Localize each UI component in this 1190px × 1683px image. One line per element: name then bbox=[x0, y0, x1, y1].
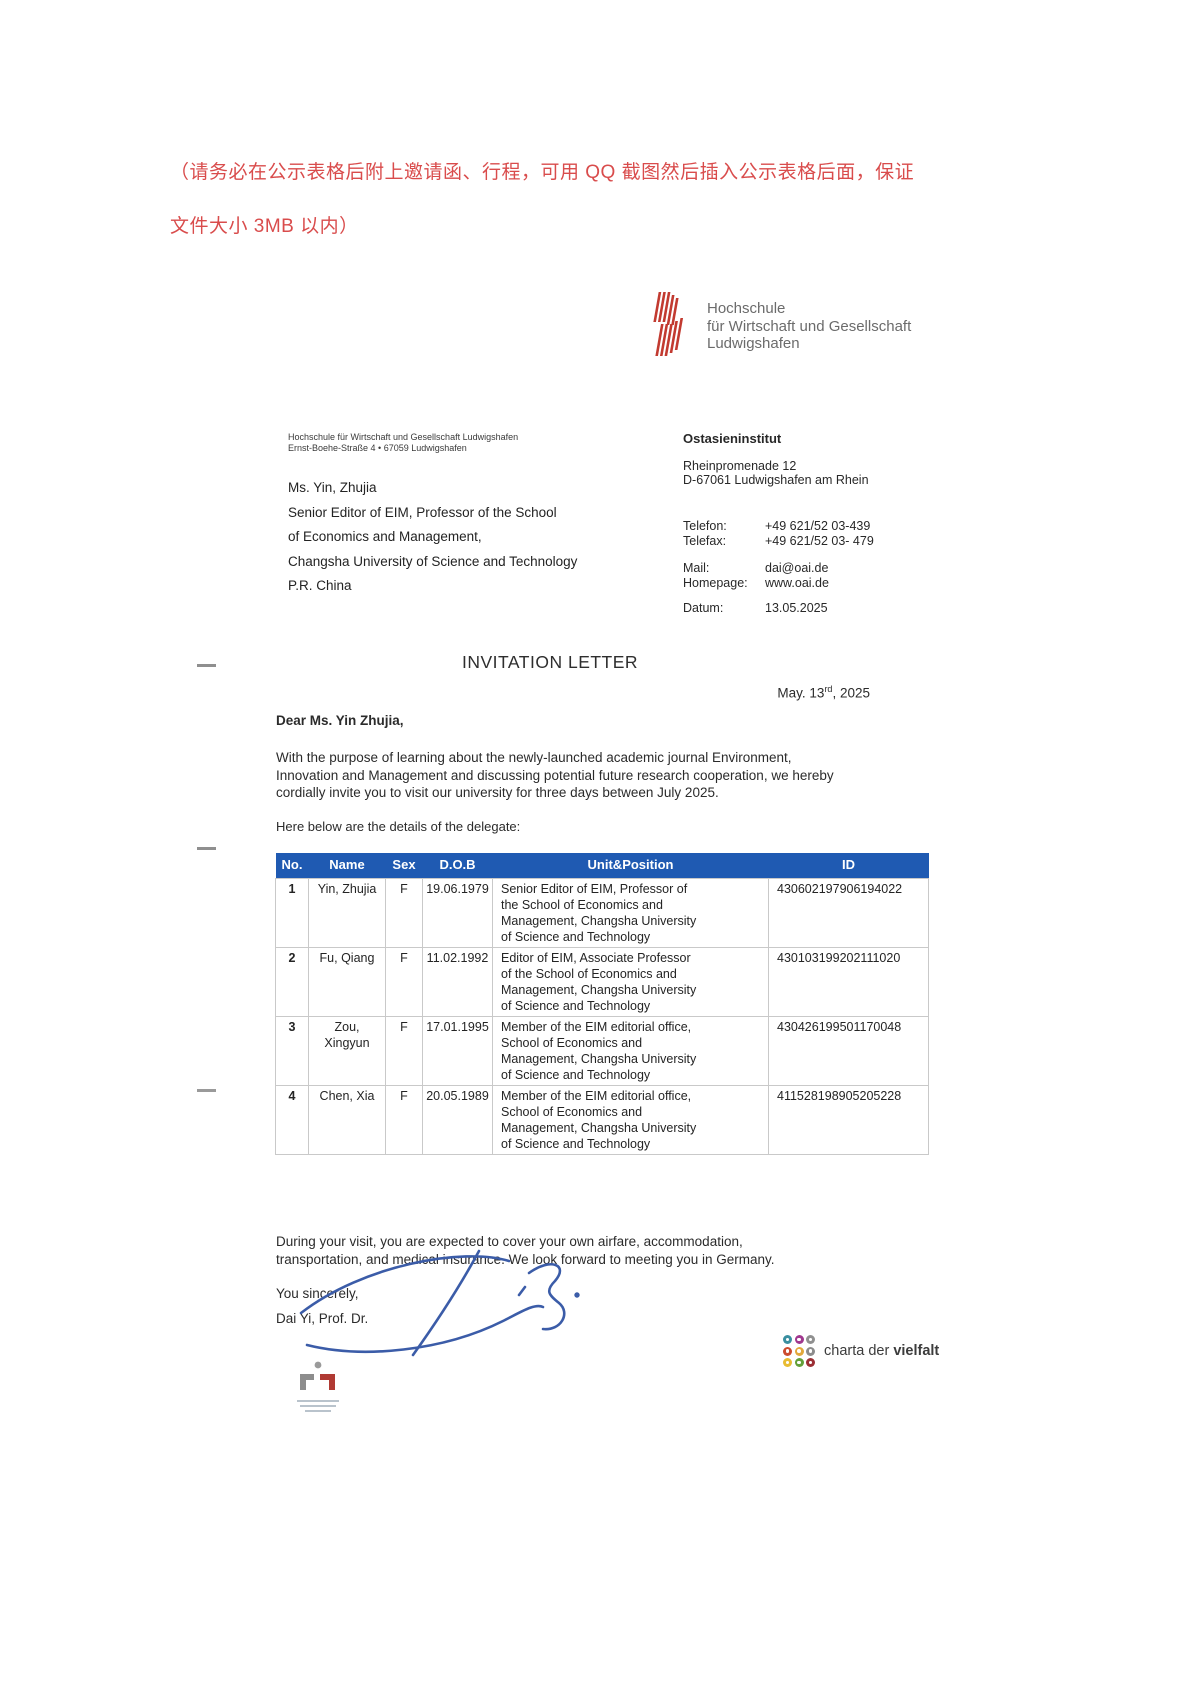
letter-date: May. 13rd, 2025 bbox=[560, 684, 870, 701]
letter-date-main: May. 13 bbox=[777, 685, 825, 701]
recipient-country: P.R. China bbox=[288, 578, 352, 593]
header-dob: D.O.B bbox=[439, 857, 476, 873]
date-group: Datum: 13.05.2025 bbox=[683, 601, 874, 616]
date-label: Datum: bbox=[683, 601, 724, 615]
logo-line-1: Hochschule bbox=[707, 300, 786, 317]
sender-address-line: Hochschule für Wirtschaft und Gesellscha… bbox=[288, 432, 518, 454]
cell-sex: F bbox=[385, 1084, 423, 1155]
mail-row: Mail: dai@oai.de bbox=[683, 561, 874, 576]
cell-name: Fu, Qiang bbox=[308, 946, 386, 1017]
institute-address: Rheinpromenade 12 D-67061 Ludwigshafen a… bbox=[683, 459, 874, 487]
homepage-label: Homepage: bbox=[683, 575, 748, 590]
charta-der-vielfalt-logo: charta der vielfalt bbox=[783, 1335, 939, 1367]
chinese-note-line1: （请务必在公示表格后附上邀请函、行程，可用 QQ 截图然后插入公示表格后面，保证 bbox=[170, 162, 915, 183]
mail-value: dai@oai.de bbox=[765, 561, 829, 575]
hochschule-logo: Hochschule für Wirtschaft und Gesellscha… bbox=[645, 290, 911, 358]
mail-label: Mail: bbox=[683, 561, 710, 575]
cell-unit: Senior Editor of EIM, Professor of the S… bbox=[492, 877, 769, 948]
cell-sex: F bbox=[385, 877, 423, 948]
header-name: Name bbox=[329, 857, 365, 873]
cell-sex: F bbox=[385, 1015, 423, 1086]
table-row: 4 Chen, Xia F 20.05.1989 Member of the E… bbox=[275, 1084, 929, 1155]
cell-unit: Member of the EIM editorial office, Scho… bbox=[492, 1084, 769, 1155]
chinese-note: （请务必在公示表格后附上邀请函、行程，可用 QQ 截图然后插入公示表格后面，保证… bbox=[170, 146, 1000, 254]
table-row: 1 Yin, Zhujia F 19.06.1979 Senior Editor… bbox=[275, 877, 929, 948]
cell-no: 4 bbox=[275, 1084, 309, 1155]
fax-label: Telefax: bbox=[683, 533, 727, 548]
contact-block: Ostasieninstitut Rheinpromenade 12 D-670… bbox=[683, 431, 874, 616]
signature bbox=[299, 1249, 580, 1357]
homepage-value: www.oai.de bbox=[765, 575, 829, 590]
cell-id: 430103199202111020 bbox=[768, 946, 929, 1017]
charta-label-bold: vielfalt bbox=[893, 1343, 940, 1359]
header-id: ID bbox=[842, 857, 855, 873]
recipient-university: Changsha University of Science and Techn… bbox=[288, 553, 578, 569]
total-e-quality-logo bbox=[297, 1361, 339, 1412]
fax-value: +49 621/52 03- 479 bbox=[765, 533, 874, 548]
charta-label-text: charta der bbox=[824, 1343, 894, 1359]
fold-mark bbox=[197, 664, 216, 667]
recipient-title-2: of Economics and Management, bbox=[288, 529, 482, 544]
cell-dob: 20.05.1989 bbox=[422, 1084, 493, 1155]
body-paragraph-2: During your visit, you are expected to c… bbox=[276, 1234, 775, 1267]
phone-row: Telefon: +49 621/52 03-439 bbox=[683, 519, 874, 534]
recipient-name: Ms. Yin, Zhujia bbox=[288, 480, 377, 495]
salutation: Dear Ms. Yin Zhujia, bbox=[276, 713, 404, 728]
cell-name: Zou, Xingyun bbox=[308, 1015, 386, 1086]
cell-name: Chen, Xia bbox=[308, 1084, 386, 1155]
table-row: 3 Zou, Xingyun F 17.01.1995 Member of th… bbox=[275, 1015, 929, 1086]
cell-id: 430426199501170048 bbox=[768, 1015, 929, 1086]
table-header-row: No. Name Sex D.O.B Unit&Position ID bbox=[275, 853, 929, 878]
recipient-title-1: Senior Editor of EIM, Professor of the S… bbox=[288, 504, 557, 520]
body-paragraph-1: With the purpose of learning about the n… bbox=[276, 750, 834, 800]
logo-line-2: für Wirtschaft und Gesellschaft bbox=[707, 317, 912, 335]
cell-id: 430602197906194022 bbox=[768, 877, 929, 948]
institute-city: D-67061 Ludwigshafen am Rhein bbox=[683, 473, 869, 487]
hochschule-logo-text: Hochschule für Wirtschaft und Gesellscha… bbox=[707, 300, 911, 358]
hochschule-logo-icon bbox=[653, 292, 684, 356]
cell-no: 2 bbox=[275, 946, 309, 1017]
charta-label: charta der vielfalt bbox=[824, 1343, 939, 1359]
letter-title: INVITATION LETTER bbox=[462, 652, 639, 672]
fold-mark bbox=[197, 1089, 216, 1092]
fold-mark bbox=[197, 847, 216, 850]
letter-date-ordinal: rd bbox=[824, 684, 833, 694]
signer-name: Dai Yi, Prof. Dr. bbox=[276, 1311, 369, 1326]
phone-label: Telefon: bbox=[683, 519, 727, 533]
sender-line-2: Ernst-Boehe-Straße 4 • 67059 Ludwigshafe… bbox=[288, 443, 467, 453]
phone-value: +49 621/52 03-439 bbox=[765, 519, 871, 533]
cell-sex: F bbox=[385, 946, 423, 1017]
table-intro: Here below are the details of the delega… bbox=[276, 819, 521, 834]
phone-fax-group: Telefon: +49 621/52 03-439 Telefax: +49 … bbox=[683, 519, 874, 548]
charta-dots-icon bbox=[783, 1335, 815, 1367]
header-no: No. bbox=[281, 857, 303, 873]
header-unit: Unit&Position bbox=[587, 857, 674, 873]
cell-no: 1 bbox=[275, 877, 309, 948]
institute-street: Rheinpromenade 12 bbox=[683, 459, 797, 473]
cell-id: 411528198905205228 bbox=[768, 1084, 929, 1155]
cell-dob: 17.01.1995 bbox=[422, 1015, 493, 1086]
fax-row: Telefax: +49 621/52 03- 479 bbox=[683, 534, 874, 549]
cell-dob: 19.06.1979 bbox=[422, 877, 493, 948]
cell-unit: Editor of EIM, Associate Professor of th… bbox=[492, 946, 769, 1017]
logo-line-3: Ludwigshafen bbox=[707, 335, 800, 352]
mail-homepage-group: Mail: dai@oai.de Homepage: www.oai.de bbox=[683, 561, 874, 590]
table-row: 2 Fu, Qiang F 11.02.1992 Editor of EIM, … bbox=[275, 946, 929, 1017]
date-row: Datum: 13.05.2025 bbox=[683, 601, 874, 616]
letter-date-year: , 2025 bbox=[832, 685, 870, 701]
cell-no: 3 bbox=[275, 1015, 309, 1086]
cell-unit: Member of the EIM editorial office, Scho… bbox=[492, 1015, 769, 1086]
homepage-row: Homepage: www.oai.de bbox=[683, 576, 874, 591]
delegate-table: No. Name Sex D.O.B Unit&Position ID 1 Yi… bbox=[275, 853, 929, 1155]
recipient-block: Ms. Yin, Zhujia Senior Editor of EIM, Pr… bbox=[288, 476, 577, 599]
chinese-note-line2: 文件大小 3MB 以内） bbox=[170, 216, 359, 237]
cell-name: Yin, Zhujia bbox=[308, 877, 386, 948]
header-sex: Sex bbox=[392, 857, 416, 873]
sender-line-1: Hochschule für Wirtschaft und Gesellscha… bbox=[288, 432, 519, 442]
cell-dob: 11.02.1992 bbox=[422, 946, 493, 1017]
date-value: 13.05.2025 bbox=[765, 601, 828, 615]
institute-name: Ostasieninstitut bbox=[683, 431, 782, 446]
